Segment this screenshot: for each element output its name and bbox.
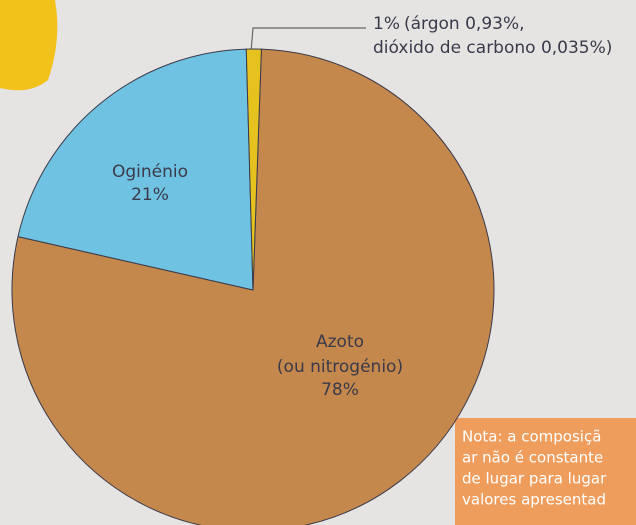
slice — [11, 48, 495, 525]
note-line: de lugar para lugar — [462, 470, 607, 488]
annotation: (árgon 0,93%, — [404, 14, 525, 34]
leader-line — [250, 27, 366, 53]
slice — [17, 48, 254, 291]
note-line: Nota: a composiçã — [462, 428, 601, 446]
annotation: dióxido de carbono 0,035%) — [373, 38, 612, 58]
value-label: 1% — [373, 14, 400, 34]
note-box — [455, 418, 636, 525]
note-line: ar não é constante — [462, 449, 603, 467]
slice-note: (ou nitrogénio) — [277, 357, 403, 377]
note-line: valores apresentad — [462, 491, 606, 509]
slice-label: Azoto — [316, 332, 364, 352]
value-label: 78% — [321, 380, 359, 400]
slice-label: Oginénio — [112, 162, 188, 182]
yellow-object — [0, 0, 58, 91]
labels: Azoto (ou nitrogénio) 78% Oginénio 21% 1% (árg… — [112, 14, 612, 509]
slice — [245, 48, 262, 291]
pie — [11, 48, 495, 525]
value-label: 21% — [131, 185, 169, 205]
